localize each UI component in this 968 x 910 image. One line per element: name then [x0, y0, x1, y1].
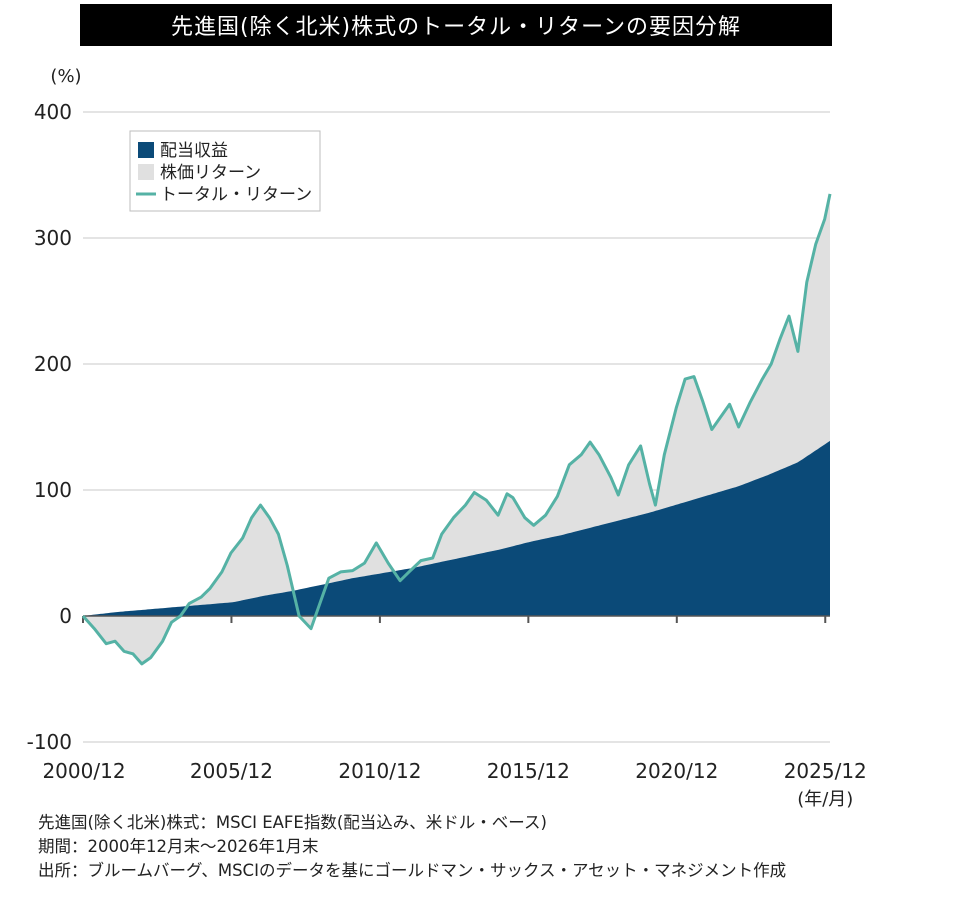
y-tick-label: 200 [34, 352, 72, 376]
price-return-area [83, 193, 830, 664]
x-tick-label: 2015/12 [487, 759, 570, 783]
x-tick-label: 2005/12 [190, 759, 273, 783]
y-tick-label: 300 [34, 226, 72, 250]
legend-label: 株価リターン [160, 163, 261, 183]
footnotes: 先進国(除く北米)株式：MSCI EAFE指数(配当込み、米ドル・ベース) 期間… [38, 811, 786, 883]
y-tick-label: 400 [34, 100, 72, 124]
footnote-period: 期間：2000年12月末～2026年1月末 [38, 837, 319, 856]
legend-label: トータル・リターン [160, 185, 312, 205]
chart-title-text: 先進国(除く北米)株式のトータル・リターンの要因分解 [170, 15, 742, 40]
line-layer [81, 193, 832, 666]
area-layer [83, 193, 830, 664]
chart-title: 先進国(除く北米)株式のトータル・リターンの要因分解 [80, 4, 832, 46]
legend-label: 配当収益 [160, 141, 228, 161]
y-tick-label: -100 [27, 730, 72, 754]
dividend-area [83, 440, 830, 616]
y-tick-label: 0 [59, 604, 72, 628]
total-return-line [81, 193, 832, 666]
x-tick-label: 2025/12 [784, 759, 867, 783]
label-layer: 400 300 200 100 0 -100 (%) 2000/12 2005/12 2010/1… [27, 66, 867, 810]
legend-swatch-price [138, 164, 154, 180]
footnote-index: 先進国(除く北米)株式：MSCI EAFE指数(配当込み、米ドル・ベース) [38, 813, 547, 832]
x-tick-label: 2010/12 [338, 759, 421, 783]
y-tick-label: 100 [34, 478, 72, 502]
footnote-source: 出所：ブルームバーグ、MSCIのデータを基にゴールドマン・サックス・アセット・マ… [38, 861, 787, 880]
x-tick-label: 2020/12 [635, 759, 718, 783]
legend-swatch-dividend [138, 142, 154, 158]
legend-box [129, 130, 321, 212]
x-unit-label: (年/月) [797, 789, 853, 810]
axis-layer [82, 615, 830, 623]
y-unit-label: (%) [50, 66, 81, 87]
x-tick-label: 2000/12 [42, 759, 125, 783]
